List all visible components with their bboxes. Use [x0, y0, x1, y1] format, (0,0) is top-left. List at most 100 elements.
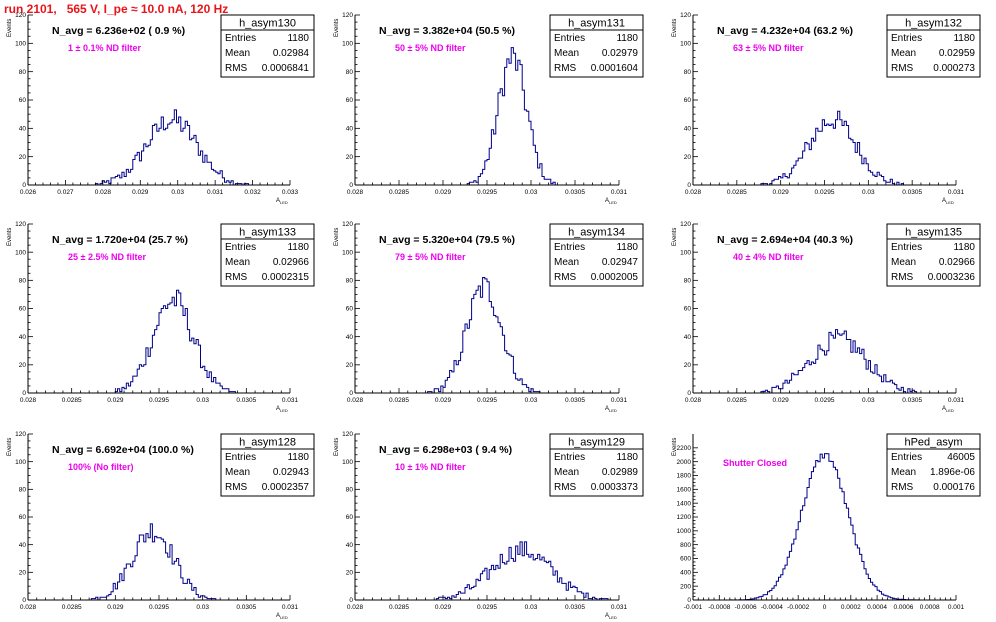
stats-label: Entries: [225, 33, 256, 44]
stats-value: 1180: [953, 33, 975, 44]
y-axis-title: Events: [334, 438, 340, 456]
stats-value: 1180: [287, 33, 309, 44]
histogram-series: [28, 289, 290, 394]
stats-label: RMS: [554, 63, 577, 74]
histogram-name: h_asym129: [568, 437, 625, 449]
stats-box: [886, 238, 981, 287]
navg-label: N_avg = 3.382e+04 (50.5 %): [379, 25, 515, 37]
x-tick-label: 0.028: [685, 397, 702, 404]
x-tick-label: 0.0295: [815, 189, 835, 196]
x-tick-label: 0.031: [611, 604, 628, 611]
histogram-series: [28, 109, 290, 186]
histogram-name: h_asym128: [239, 437, 296, 449]
stats-box: [549, 29, 644, 78]
stats-label: Entries: [554, 33, 585, 44]
stats-label: Entries: [891, 242, 922, 253]
x-tick-label: 0.029: [773, 189, 790, 196]
y-tick-label: 1800: [677, 473, 692, 480]
histogram-name: h_asym132: [905, 18, 962, 30]
y-tick-label: 20: [346, 154, 354, 161]
x-tick-label: 0.03: [171, 189, 184, 196]
y-tick-label: 120: [15, 431, 26, 438]
y-tick-label: 20: [19, 570, 27, 577]
stats-label: Mean: [891, 48, 916, 59]
navg-label: N_avg = 1.720e+04 (25.7 %): [52, 234, 188, 246]
y-tick-label: 0: [22, 390, 26, 397]
y-tick-label: 1200: [677, 514, 692, 521]
navg-label: N_avg = 4.232e+04 (63.2 %): [717, 25, 853, 37]
stats-value: 0.000176: [933, 482, 975, 493]
x-tick-label: -0.0008: [708, 604, 730, 611]
y-axis-title: Events: [7, 19, 13, 37]
x-tick-label: 0.03: [196, 397, 209, 404]
y-tick-label: 2000: [677, 459, 692, 466]
stats-label: RMS: [891, 482, 914, 493]
stats-value: 1180: [616, 242, 638, 253]
x-tick-label: 0.029: [132, 189, 149, 196]
x-axis-title-sub: LED: [280, 408, 288, 413]
y-tick-label: 120: [680, 221, 691, 228]
x-tick-label: 0.0006: [893, 604, 913, 611]
x-tick-label: 0.0295: [477, 604, 497, 611]
filter-annotation: 10 ± 1% ND filter: [395, 462, 466, 472]
stats-value: 0.02989: [602, 467, 639, 478]
y-tick-label: 0: [349, 182, 353, 189]
x-axis-title-main: A: [605, 613, 609, 619]
y-tick-label: 80: [19, 278, 27, 285]
histogram-panel-h_asym132: Events 0 20 40 60 80 100 120 0.028 0.0285 0.029 0.0…: [672, 12, 981, 205]
y-axis-title: Events: [672, 19, 678, 37]
x-tick-label: 0.0285: [727, 397, 747, 404]
y-tick-label: 100: [15, 459, 26, 466]
x-axis-title-main: A: [276, 198, 280, 204]
stats-label: RMS: [225, 482, 248, 493]
y-tick-label: 200: [680, 583, 691, 590]
y-tick-label: 40: [684, 126, 692, 133]
x-axis-title: ALED: [605, 406, 617, 413]
y-tick-label: 40: [346, 334, 354, 341]
x-tick-label: 0.001: [948, 604, 965, 611]
stats-box: [220, 238, 315, 287]
y-tick-label: 60: [346, 97, 354, 104]
x-tick-label: -0.0002: [787, 604, 809, 611]
x-tick-label: 0.031: [611, 189, 628, 196]
x-tick-label: 0.0305: [565, 397, 585, 404]
y-tick-label: 0: [22, 182, 26, 189]
filter-annotation: 63 ± 5% ND filter: [733, 43, 804, 53]
x-tick-label: 0.033: [282, 189, 299, 196]
y-tick-label: 20: [19, 362, 27, 369]
x-tick-label: 0.0295: [477, 189, 497, 196]
y-tick-label: 20: [19, 154, 27, 161]
x-tick-label: 0.031: [611, 397, 628, 404]
y-tick-label: 80: [346, 487, 354, 494]
histogram-name: h_asym131: [568, 18, 625, 30]
stats-box: [549, 238, 644, 287]
x-tick-label: 0.0004: [867, 604, 887, 611]
navg-label: N_avg = 6.236e+02 ( 0.9 %): [52, 25, 185, 37]
x-tick-label: 0.0305: [902, 189, 922, 196]
x-tick-label: 0.029: [107, 604, 124, 611]
stats-label: Entries: [891, 33, 922, 44]
y-axis-title: Events: [672, 228, 678, 246]
x-tick-label: 0.031: [948, 189, 965, 196]
stats-value: 0.0001604: [591, 63, 639, 74]
x-axis-title-main: A: [276, 613, 280, 619]
y-tick-label: 80: [684, 69, 692, 76]
navg-label: N_avg = 6.692e+04 (100.0 %): [52, 444, 194, 456]
x-tick-label: 0.0285: [389, 397, 409, 404]
stats-value: 0.0002357: [262, 482, 310, 493]
x-tick-label: 0.0285: [62, 604, 82, 611]
x-axis-title: ALED: [276, 613, 288, 620]
y-axis-title: Events: [7, 438, 13, 456]
x-tick-label: 0.03: [525, 397, 538, 404]
stats-label: Entries: [225, 242, 256, 253]
stats-value: 0.0003373: [591, 482, 639, 493]
x-tick-label: 0.029: [435, 397, 452, 404]
x-tick-label: 0.028: [95, 189, 112, 196]
y-tick-label: 0: [349, 597, 353, 604]
histogram-panel-h_asym134: Events 0 20 40 60 80 100 120 0.028 0.0285 0.029 0.0…: [334, 221, 644, 413]
histogram-series: [355, 541, 619, 601]
y-axis-title: Events: [7, 228, 13, 246]
stats-label: Mean: [891, 467, 916, 478]
stats-box: [886, 29, 981, 78]
y-axis-title: Events: [334, 19, 340, 37]
